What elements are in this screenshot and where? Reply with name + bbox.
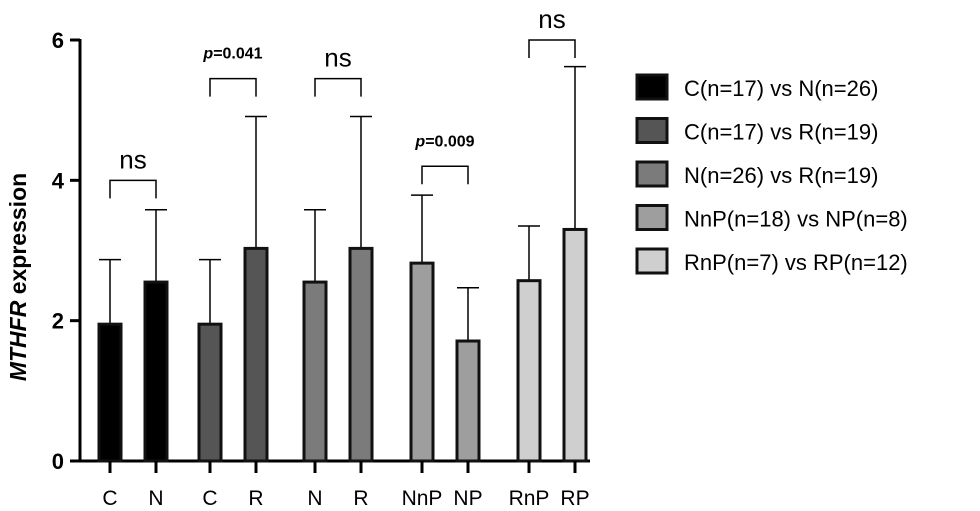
p-value-label: p=0.009 (414, 133, 474, 150)
significance-bracket (109, 179, 157, 199)
p-value-number: =0.009 (425, 133, 474, 150)
x-tick-label: NnP (402, 487, 443, 510)
y-axis-title-gene: MTHFR (5, 300, 31, 381)
legend-swatch (635, 247, 669, 275)
y-axis-title-rest: expression (5, 173, 31, 301)
legend-label: C(n=17) vs R(n=19) (684, 120, 878, 145)
y-tick-label: 4 (52, 168, 65, 193)
bar (302, 280, 328, 463)
x-tick-label: C (102, 487, 117, 510)
significance-label: ns (324, 43, 351, 73)
bar (97, 322, 123, 463)
significance-label: ns (119, 144, 146, 174)
x-tick-label: N (307, 487, 322, 510)
significance-label: ns (538, 4, 565, 34)
x-tick-label: N (148, 487, 163, 510)
p-value-label: p=0.041 (202, 46, 262, 63)
bar (516, 279, 542, 463)
bar (143, 280, 169, 463)
legend-label: RnP(n=7) vs RP(n=12) (684, 250, 908, 275)
x-tick-label: R (248, 487, 263, 510)
x-tick-label: RP (560, 487, 589, 510)
legend: C(n=17) vs N(n=26) C(n=17) vs R(n=19) N(n=… (635, 73, 908, 275)
legend-swatch (635, 204, 669, 231)
bar (409, 261, 435, 463)
p-value-symbol: p (414, 133, 425, 150)
legend-swatch (635, 73, 669, 101)
legend-label: N(n=26) vs R(n=19) (684, 163, 878, 188)
x-tick-label: R (353, 487, 368, 510)
significance-bracket (314, 77, 362, 97)
x-tick-label: C (202, 487, 217, 510)
y-tick-label: 0 (52, 449, 64, 474)
p-value-number: =0.041 (213, 46, 262, 63)
legend-swatch (635, 160, 669, 188)
p-value-symbol: p (202, 46, 213, 63)
bar (243, 246, 269, 463)
bar (348, 246, 374, 463)
significance-bracket (528, 39, 576, 58)
x-tick-label: NP (453, 487, 482, 510)
bar (562, 227, 588, 463)
bar (455, 339, 481, 463)
x-tick-label: RnP (509, 487, 550, 510)
legend-label: NnP(n=18) vs NP(n=8) (684, 207, 908, 232)
y-tick-label: 6 (52, 28, 64, 53)
significance-bracket (421, 165, 469, 185)
significance-bracket (209, 77, 257, 97)
legend-swatch (635, 117, 669, 144)
bar (197, 322, 223, 463)
y-axis-title: MTHFR expression (5, 173, 31, 381)
legend-label: C(n=17) vs N(n=26) (684, 76, 878, 101)
y-tick-label: 2 (52, 309, 64, 334)
